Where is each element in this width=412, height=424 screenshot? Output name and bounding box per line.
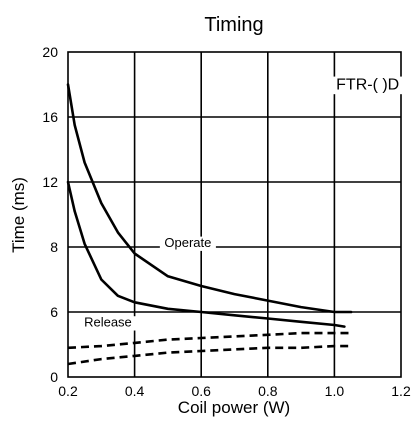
annotations: FTR-( )D Operate Release (79, 76, 406, 331)
y-tick-label: 8 (50, 239, 58, 255)
plot-frame (67, 51, 402, 378)
y-tick-label: 0 (50, 369, 58, 385)
tick-labels: 0.2 0.4 0.6 0.8 1.0 1.2 0 6 8 12 16 20 (42, 44, 411, 399)
chart-title: Timing (204, 14, 263, 36)
series-line-2 (66, 180, 346, 328)
y-axis-label: Time (ms) (9, 177, 28, 253)
x-tick-label: 0.6 (191, 383, 211, 399)
annotation-label: Release (84, 315, 132, 330)
x-tick-label: 0.8 (258, 383, 278, 399)
x-tick-label: 0.2 (58, 383, 78, 399)
y-tick-label: 16 (42, 109, 58, 125)
series-line-1 (66, 83, 353, 314)
annotation-bg (329, 76, 406, 95)
series-line-3 (67, 331, 352, 350)
x-axis-label: Coil power (W) (178, 398, 290, 417)
annotation-label: Operate (164, 235, 211, 250)
series-line-4 (67, 344, 352, 366)
annotation-bg (159, 236, 216, 251)
x-tick-label: 0.4 (125, 383, 145, 399)
grid (68, 52, 401, 377)
y-tick-label: 6 (50, 304, 58, 320)
annotation-bg (79, 316, 136, 331)
y-tick-label: 20 (42, 44, 58, 60)
series-layer (66, 83, 353, 366)
y-tick-label: 12 (42, 174, 58, 190)
annotation-label: FTR-( )D (336, 76, 399, 93)
x-tick-label: 1.0 (325, 383, 345, 399)
x-tick-label: 1.2 (391, 383, 411, 399)
